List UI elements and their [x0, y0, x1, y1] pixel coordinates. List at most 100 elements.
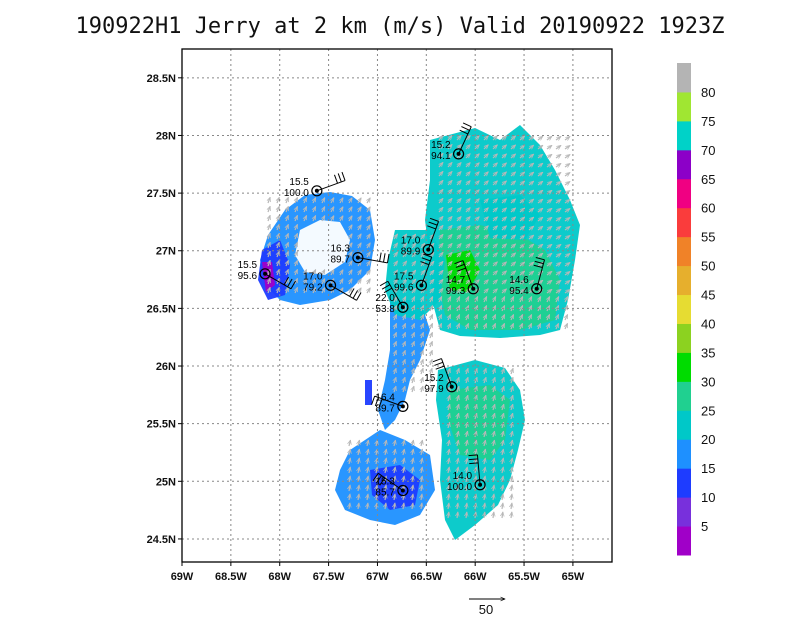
wind-vector	[403, 315, 407, 321]
wind-vector	[555, 199, 561, 203]
wind-vector	[349, 261, 353, 267]
wind-vector	[412, 494, 413, 501]
wind-vector	[474, 199, 479, 204]
wind-vector	[484, 494, 485, 501]
station: 15.595.6	[238, 260, 296, 290]
wind-vector	[349, 234, 353, 240]
wind-vector	[439, 324, 443, 330]
wind-vector	[421, 324, 425, 330]
colorbar-swatch	[677, 236, 691, 267]
wind-vector	[484, 297, 488, 303]
wind-vector	[394, 315, 398, 321]
wind-vector	[403, 288, 407, 294]
wind-vector	[510, 271, 516, 275]
y-tick-label: 27N	[156, 246, 176, 258]
x-tick-label: 67W	[366, 571, 389, 583]
wind-barb-staff	[387, 280, 404, 308]
wind-vector	[547, 297, 551, 303]
wind-vector	[456, 235, 461, 240]
wind-vector	[564, 146, 570, 149]
wind-vector	[501, 172, 506, 176]
wind-vector	[474, 181, 479, 186]
wind-vector	[519, 163, 525, 167]
wind-vector	[457, 458, 458, 465]
wind-vector	[394, 270, 397, 276]
colorbar-swatch	[677, 149, 691, 180]
wind-vector	[367, 503, 368, 510]
wind-vector	[448, 485, 449, 492]
wind-vector	[475, 422, 477, 429]
wind-vector-arrows	[268, 135, 570, 519]
wind-vector	[430, 377, 432, 384]
station: 14.799.3	[446, 260, 479, 297]
wind-vector	[367, 270, 371, 276]
wind-vector	[555, 208, 561, 212]
wind-vector	[430, 350, 433, 357]
wind-barb-feather	[459, 129, 469, 135]
wind-vector	[412, 440, 413, 447]
wind-vector	[511, 467, 512, 474]
wind-vector	[493, 440, 494, 447]
x-tick-label: 65W	[562, 571, 585, 583]
wind-vector	[412, 252, 416, 258]
wind-vector	[394, 359, 396, 366]
wind-vector	[376, 503, 377, 510]
wind-vector	[511, 315, 515, 321]
wind-vector	[501, 280, 506, 284]
station-outer-ring	[397, 301, 409, 313]
wind-vector	[421, 449, 422, 456]
wind-vector	[502, 315, 506, 321]
wind-vector	[394, 449, 395, 456]
wind-vector	[412, 359, 414, 366]
wind-vector	[546, 145, 552, 149]
wind-barb-feather	[341, 171, 346, 181]
wind-vector	[502, 395, 504, 402]
wind-vector	[286, 242, 289, 249]
wind-vector	[520, 315, 524, 321]
station-speed-label: 14.6	[509, 275, 529, 286]
wind-vector	[492, 181, 497, 186]
wind-vector	[403, 368, 405, 375]
wind-vector	[501, 136, 506, 140]
wind-vector	[465, 163, 470, 168]
wind-vector	[295, 243, 298, 249]
wind-vector	[564, 272, 570, 275]
station-outer-ring	[422, 243, 434, 256]
wind-vector	[457, 467, 458, 474]
y-tick-labels: 24.5N 25N 25.5N 26N 26.5N 27N 27.5N 28N 28.5N	[147, 73, 182, 546]
colorbar-swatch	[677, 468, 691, 498]
wind-vector	[456, 244, 461, 249]
colorbar-label: 60	[701, 201, 715, 216]
wind-vector	[358, 503, 359, 510]
wind-vector	[322, 288, 326, 294]
wind-vector	[501, 235, 506, 239]
wind-vector	[465, 145, 470, 150]
wind-vector	[421, 297, 425, 303]
wind-vector	[421, 333, 424, 339]
wind-vector	[493, 297, 497, 303]
station: 14.695.4	[509, 256, 545, 297]
wind-vector	[501, 163, 506, 167]
wind-vector	[349, 270, 353, 276]
wind-vector	[421, 458, 422, 465]
wind-vector	[564, 209, 570, 212]
wind-vector	[555, 172, 561, 176]
wind-vector	[448, 440, 449, 447]
station-outer-ring	[531, 283, 543, 295]
wind-vector	[277, 215, 280, 222]
wind-vector	[484, 377, 486, 384]
wind-vector	[546, 136, 552, 140]
wind-vector	[457, 315, 461, 321]
wind-vector	[385, 485, 386, 492]
wind-vector	[493, 395, 495, 402]
wind-barb-staff	[316, 180, 346, 192]
wind-vector	[519, 271, 525, 275]
wind-vector	[483, 289, 488, 294]
wind-vector	[465, 253, 470, 258]
wind-vector	[277, 287, 280, 294]
wind-vector	[565, 324, 569, 330]
wind-vector	[286, 260, 289, 267]
wind-vector	[564, 182, 570, 185]
wind-vector	[519, 253, 525, 257]
